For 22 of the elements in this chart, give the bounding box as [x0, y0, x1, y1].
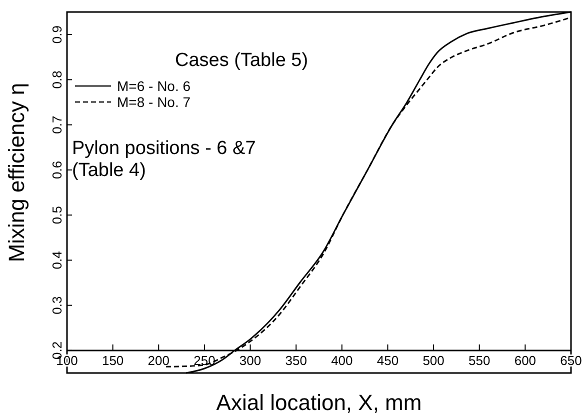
- legend-label: M=8 - No. 7: [117, 94, 191, 110]
- y-tick-label: 0.7: [50, 116, 65, 134]
- x-tick-label: 450: [376, 353, 399, 368]
- y-tick-label: 0.5: [50, 206, 65, 224]
- x-tick-label: 500: [422, 353, 444, 368]
- y-tick-label: 0.3: [50, 296, 65, 314]
- y-tick-label: 0.8: [50, 70, 65, 89]
- x-tick-label: 150: [102, 353, 124, 368]
- y-tick-label: 0.9: [50, 26, 65, 44]
- x-tick-label: 350: [285, 353, 307, 368]
- legend-label: M=6 - No. 6: [117, 78, 191, 94]
- y-axis-title: Mixing efficiency η: [4, 82, 29, 262]
- legend-title: Cases (Table 5): [175, 50, 308, 71]
- x-tick-label: 200: [148, 353, 170, 368]
- x-tick-label: 600: [514, 353, 536, 368]
- x-tick-label: 550: [468, 353, 490, 368]
- x-tick-label: 400: [331, 353, 353, 368]
- y-tick-label: 0.4: [50, 251, 65, 270]
- x-axis-title: Axial location, X, mm: [216, 390, 422, 415]
- x-tick-label: 300: [239, 353, 262, 368]
- annotation: Pylon positions - 6 &7 (Table 4): [72, 138, 256, 181]
- y-tick-label: 0.6: [50, 160, 65, 179]
